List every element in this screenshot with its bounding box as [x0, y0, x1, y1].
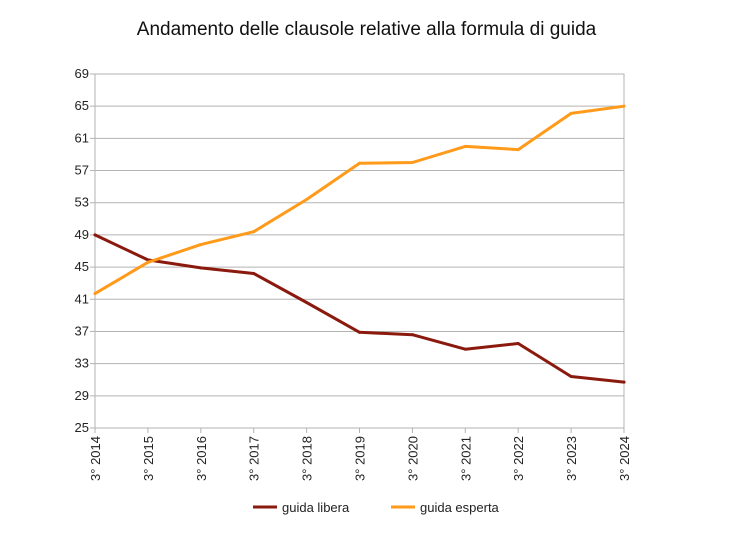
- data-point: [410, 161, 414, 164]
- data-point: [146, 260, 150, 264]
- data-point: [305, 198, 309, 202]
- y-tick-label: 37: [75, 323, 89, 338]
- x-tick-label: 3° 2023: [564, 436, 579, 481]
- data-point: [93, 292, 97, 296]
- legend-label: guida libera: [282, 500, 350, 515]
- data-point: [622, 380, 626, 384]
- x-tick-label: 3° 2017: [247, 436, 262, 481]
- data-point: [516, 148, 520, 152]
- y-tick-label: 41: [75, 291, 89, 306]
- y-tick-label: 45: [75, 259, 89, 274]
- plot-frame: [94, 73, 625, 429]
- x-tick-label: 3° 2014: [88, 436, 103, 481]
- data-point: [569, 111, 573, 115]
- y-tick-label: 69: [75, 66, 89, 81]
- y-tick-label: 57: [75, 163, 89, 178]
- y-tick-label: 61: [75, 130, 89, 145]
- data-point: [622, 104, 626, 108]
- data-point: [252, 272, 256, 276]
- data-point: [463, 347, 467, 351]
- data-point: [252, 230, 256, 234]
- x-tick-label: 3° 2020: [405, 436, 420, 481]
- chart-title: Andamento delle clausole relative alla f…: [136, 19, 597, 40]
- x-tick-label: 3° 2016: [194, 436, 209, 481]
- x-tick-label: 3° 2024: [617, 436, 632, 481]
- x-tick-label: 3° 2018: [300, 436, 315, 481]
- y-tick-label: 49: [75, 227, 89, 242]
- series-line-guida-libera: [93, 233, 626, 384]
- y-tick-label: 29: [75, 388, 89, 403]
- data-point: [199, 243, 203, 247]
- x-tick-label: 3° 2022: [511, 436, 526, 481]
- x-tick-label: 3° 2015: [141, 436, 156, 481]
- data-point: [305, 300, 309, 304]
- y-tick-label: 53: [75, 195, 89, 210]
- y-tick-label: 65: [75, 98, 89, 113]
- y-tick-label: 25: [75, 420, 89, 435]
- data-point: [516, 342, 520, 346]
- x-tick-label: 3° 2021: [458, 436, 473, 481]
- data-point: [93, 233, 97, 237]
- data-point: [358, 161, 361, 165]
- x-tick-label: 3° 2019: [353, 436, 368, 481]
- data-point: [463, 144, 467, 148]
- data-point: [358, 330, 361, 334]
- data-point: [199, 266, 203, 270]
- data-point: [410, 333, 414, 337]
- legend-label: guida esperta: [420, 500, 500, 515]
- y-tick-label: 33: [75, 356, 89, 371]
- data-point: [569, 375, 573, 379]
- series-line-guida-esperta: [93, 104, 626, 296]
